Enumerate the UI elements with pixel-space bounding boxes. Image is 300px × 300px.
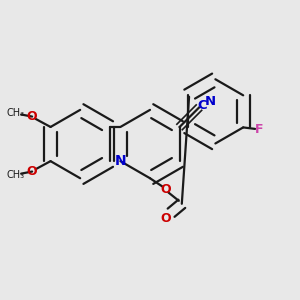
Text: CH₃: CH₃ [7,170,25,180]
Text: N: N [205,95,216,108]
Text: F: F [255,123,264,136]
Text: N: N [115,154,126,168]
Text: O: O [160,183,171,196]
Text: O: O [160,212,171,225]
Text: O: O [27,165,38,178]
Text: CH₃: CH₃ [7,108,25,118]
Text: C: C [197,99,207,112]
Text: O: O [27,110,38,123]
